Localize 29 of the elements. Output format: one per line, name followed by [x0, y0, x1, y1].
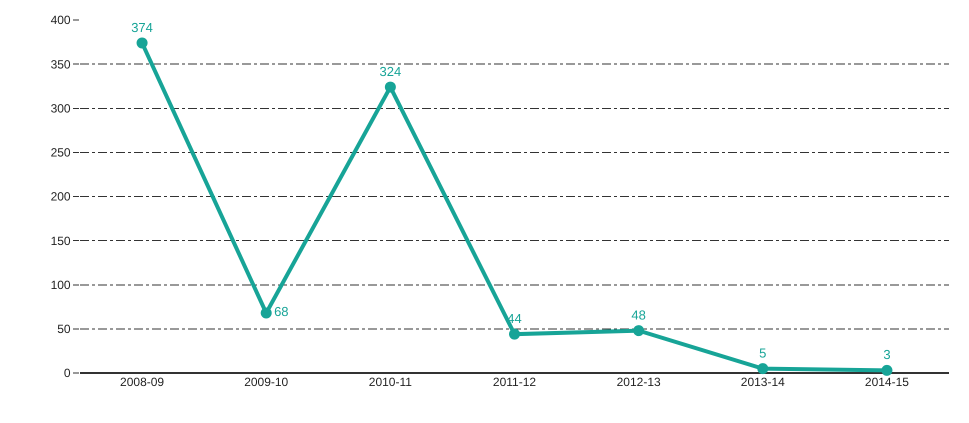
- point: [384, 82, 396, 93]
- x-tick-label: 2012-13: [616, 375, 661, 389]
- x-tick-label: 2009-10: [244, 375, 289, 389]
- x-tick-label: 2010-11: [368, 375, 412, 389]
- y-tick-label: 250: [50, 146, 71, 160]
- y-tick-label: 50: [57, 322, 71, 336]
- point: [633, 325, 644, 336]
- y-tick-label: 100: [50, 278, 71, 292]
- x-tick-label: 2011-12: [492, 375, 536, 389]
- point: [881, 364, 892, 376]
- point: [136, 37, 148, 48]
- data-label: 324: [380, 64, 402, 79]
- x-tick-label: 2008-09: [120, 375, 164, 389]
- y-tick-label: 400: [50, 13, 71, 28]
- y-tick-label: 300: [50, 101, 71, 116]
- y-tick-label: 150: [50, 234, 71, 248]
- y-tick-label: 200: [50, 190, 71, 204]
- point: [757, 363, 768, 374]
- data-label: 48: [631, 308, 646, 323]
- point: [260, 307, 272, 318]
- data-label: 3: [883, 347, 891, 362]
- data-label: 5: [759, 345, 766, 360]
- point: [509, 328, 520, 340]
- y-tick-label: 350: [50, 57, 71, 72]
- y-tick-label: 0: [64, 366, 71, 380]
- data-label: 68: [274, 304, 289, 320]
- data-label: 374: [131, 20, 153, 35]
- x-tick-label: 2013-14: [740, 375, 786, 389]
- x-tick-label: 2014-15: [864, 375, 910, 389]
